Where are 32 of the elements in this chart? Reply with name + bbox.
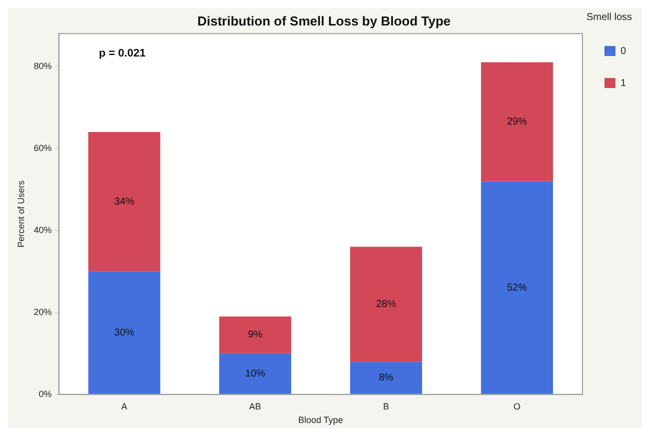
data-label: 8% bbox=[378, 372, 394, 384]
y-tick-label: 80% bbox=[34, 60, 52, 71]
data-label: 9% bbox=[248, 330, 263, 341]
bar bbox=[88, 132, 160, 272]
annotation: p = 0.021 bbox=[98, 48, 146, 60]
bar bbox=[480, 62, 553, 182]
chart-title: Distribution of Smell Loss by Blood Type bbox=[197, 13, 451, 28]
bar bbox=[350, 246, 422, 362]
bar bbox=[350, 362, 422, 394]
data-label: 52% bbox=[506, 282, 528, 294]
bar bbox=[88, 271, 160, 394]
y-tick-label: 20% bbox=[34, 306, 52, 317]
bar bbox=[480, 181, 553, 394]
legend-label: 0 bbox=[620, 46, 626, 57]
data-label: 29% bbox=[506, 116, 528, 128]
data-label: 34% bbox=[114, 196, 134, 208]
x-tick-label: B bbox=[383, 401, 390, 412]
y-axis-title: Percent of Users bbox=[16, 180, 26, 248]
bar bbox=[219, 316, 292, 354]
data-label: 30% bbox=[114, 327, 134, 338]
y-tick-label: 40% bbox=[34, 224, 52, 235]
y-tick-label: 0% bbox=[38, 388, 52, 399]
data-label: 28% bbox=[376, 298, 396, 310]
legend-title: Smell loss bbox=[586, 12, 632, 23]
y-tick-label: 60% bbox=[34, 142, 52, 153]
x-axis-title: Blood Type bbox=[298, 415, 344, 426]
bar bbox=[219, 353, 292, 394]
x-tick-label: O bbox=[513, 401, 520, 412]
x-tick-label: AB bbox=[249, 401, 262, 412]
legend-label: 1 bbox=[620, 78, 626, 89]
x-tick-label: A bbox=[121, 401, 128, 412]
data-label: 10% bbox=[245, 368, 266, 380]
